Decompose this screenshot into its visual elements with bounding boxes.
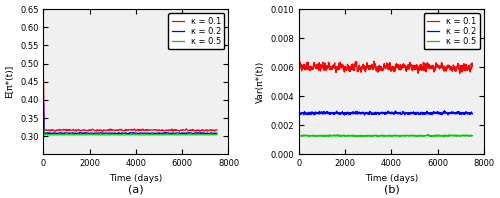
κ = 0.2 <box>106 132 112 134</box>
κ = 0.5 <box>214 134 220 136</box>
κ = 0.5 <box>333 135 339 137</box>
κ = 0.2 <box>468 112 474 114</box>
κ = 0.1 <box>331 65 337 67</box>
κ = 0.1 <box>333 71 339 73</box>
κ = 0.1 <box>408 65 414 67</box>
κ = 0.2 <box>214 132 220 134</box>
κ = 0.1 <box>214 129 220 131</box>
κ = 0.5 <box>361 134 367 137</box>
κ = 0.2 <box>40 99 46 101</box>
κ = 0.2 <box>361 111 367 114</box>
Legend: κ = 0.1, κ = 0.2, κ = 0.5: κ = 0.1, κ = 0.2, κ = 0.5 <box>168 13 224 49</box>
κ = 0.1 <box>76 128 82 131</box>
Line: κ = 0.2: κ = 0.2 <box>44 100 217 134</box>
κ = 0.1 <box>152 128 158 131</box>
κ = 0.5 <box>40 117 46 119</box>
κ = 0.2 <box>214 132 220 134</box>
Line: κ = 0.2: κ = 0.2 <box>299 109 472 115</box>
Line: κ = 0.1: κ = 0.1 <box>299 42 472 74</box>
κ = 0.1 <box>296 50 302 52</box>
κ = 0.1 <box>470 63 476 66</box>
κ = 0.2 <box>42 133 48 135</box>
κ = 0.1 <box>432 66 438 69</box>
κ = 0.2 <box>76 132 82 134</box>
κ = 0.5 <box>470 134 476 137</box>
κ = 0.5 <box>432 135 438 137</box>
κ = 0.2 <box>331 113 337 115</box>
Title: (b): (b) <box>384 185 400 195</box>
κ = 0.2 <box>152 132 158 134</box>
κ = 0.5 <box>177 133 183 136</box>
Line: κ = 0.1: κ = 0.1 <box>44 79 217 132</box>
κ = 0.5 <box>468 134 474 137</box>
κ = 0.2 <box>408 111 414 114</box>
κ = 0.2 <box>470 112 476 115</box>
κ = 0.5 <box>152 134 158 136</box>
Y-axis label: E[π*(t)]: E[π*(t)] <box>6 65 15 98</box>
κ = 0.5 <box>331 134 337 137</box>
X-axis label: Time (days): Time (days) <box>110 174 162 183</box>
κ = 0.5 <box>78 134 84 136</box>
κ = 0.2 <box>432 112 438 115</box>
κ = 0.5 <box>408 134 414 137</box>
κ = 0.2 <box>333 112 339 114</box>
κ = 0.2 <box>362 114 368 116</box>
κ = 0.1 <box>361 67 367 69</box>
κ = 0.5 <box>70 134 76 136</box>
κ = 0.2 <box>296 108 302 110</box>
Line: κ = 0.5: κ = 0.5 <box>299 135 472 137</box>
κ = 0.5 <box>296 136 302 138</box>
κ = 0.5 <box>76 134 82 136</box>
κ = 0.1 <box>177 130 183 132</box>
Line: κ = 0.5: κ = 0.5 <box>44 118 217 135</box>
Legend: κ = 0.1, κ = 0.2, κ = 0.5: κ = 0.1, κ = 0.2, κ = 0.5 <box>424 13 480 49</box>
κ = 0.1 <box>296 41 302 43</box>
κ = 0.5 <box>426 134 432 136</box>
κ = 0.2 <box>177 132 183 135</box>
κ = 0.1 <box>106 129 112 131</box>
κ = 0.5 <box>214 134 220 136</box>
X-axis label: Time (days): Time (days) <box>365 174 418 183</box>
κ = 0.1 <box>100 130 105 133</box>
Title: (a): (a) <box>128 185 144 195</box>
κ = 0.5 <box>106 133 112 136</box>
κ = 0.1 <box>40 78 46 80</box>
κ = 0.1 <box>78 130 84 132</box>
Y-axis label: Var(π*(t)): Var(π*(t)) <box>256 61 264 103</box>
κ = 0.1 <box>214 129 220 131</box>
κ = 0.2 <box>78 132 84 134</box>
κ = 0.1 <box>456 72 462 75</box>
κ = 0.1 <box>468 66 474 68</box>
